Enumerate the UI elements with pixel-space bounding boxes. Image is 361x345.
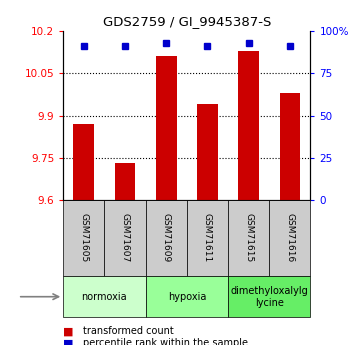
Bar <box>156 56 177 200</box>
Text: ■: ■ <box>63 326 74 336</box>
Text: GSM71607: GSM71607 <box>121 214 130 263</box>
Bar <box>104 200 145 276</box>
Text: GSM71609: GSM71609 <box>162 214 171 263</box>
Text: ■: ■ <box>63 338 74 345</box>
Text: GSM71616: GSM71616 <box>285 214 294 263</box>
Text: normoxia: normoxia <box>82 292 127 302</box>
Text: dimethyloxalylg
lycine: dimethyloxalylg lycine <box>230 286 308 307</box>
Text: GSM71611: GSM71611 <box>203 214 212 263</box>
Text: GSM71615: GSM71615 <box>244 214 253 263</box>
Bar <box>145 276 228 317</box>
Bar <box>269 200 310 276</box>
Text: transformed count: transformed count <box>83 326 174 336</box>
Bar <box>115 164 135 200</box>
Bar <box>145 200 187 276</box>
Bar <box>279 93 300 200</box>
Bar <box>187 200 228 276</box>
Bar <box>197 104 218 200</box>
Bar <box>228 276 310 317</box>
Text: percentile rank within the sample: percentile rank within the sample <box>83 338 248 345</box>
Bar <box>228 200 269 276</box>
Bar <box>63 276 145 317</box>
Bar <box>238 51 259 200</box>
Bar <box>63 200 104 276</box>
Title: GDS2759 / GI_9945387-S: GDS2759 / GI_9945387-S <box>103 16 271 29</box>
Text: hypoxia: hypoxia <box>168 292 206 302</box>
Text: GSM71605: GSM71605 <box>79 214 88 263</box>
Bar <box>74 124 94 200</box>
